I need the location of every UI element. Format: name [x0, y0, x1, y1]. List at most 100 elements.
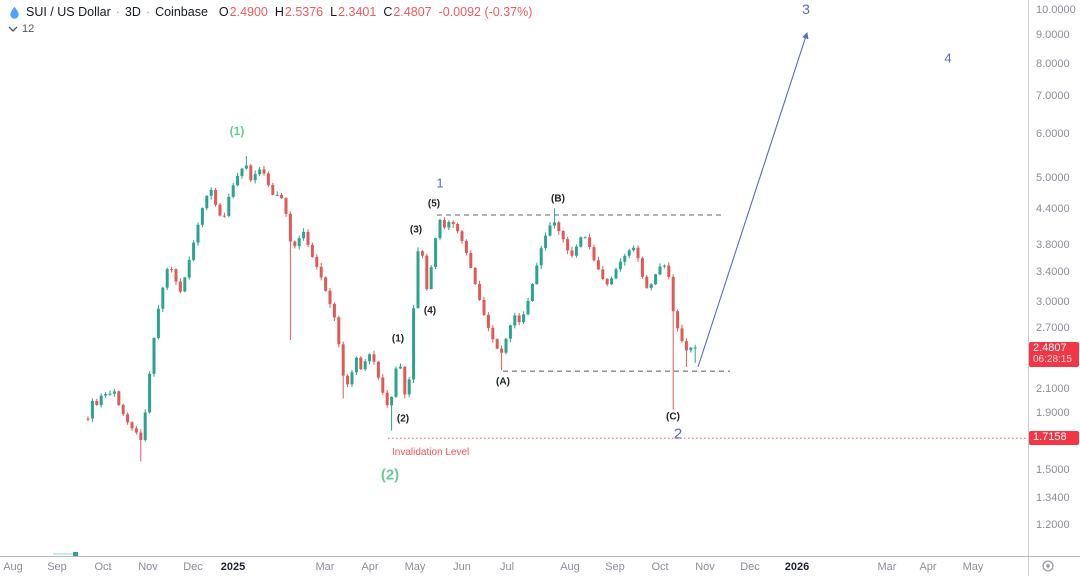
- price-tick: 1.5000: [1036, 464, 1070, 477]
- drawing-anchor-dot[interactable]: [73, 552, 78, 557]
- candle-body: [561, 231, 565, 240]
- wave-label-B-black[interactable]: (B): [551, 193, 565, 205]
- axis-reset-button[interactable]: [1036, 558, 1060, 574]
- candle-body: [231, 185, 235, 197]
- time-axis-border: [0, 556, 1080, 557]
- candle-body: [456, 224, 460, 232]
- candle-body: [574, 246, 578, 256]
- candle-body: [99, 395, 103, 406]
- candle-body: [667, 265, 671, 277]
- ohlc-open-value: 2.4900: [229, 5, 268, 19]
- candle-body: [174, 269, 178, 282]
- candle-body: [684, 341, 688, 351]
- candle-body: [460, 231, 464, 241]
- time-tick: Oct: [651, 561, 669, 573]
- candle-body: [156, 308, 160, 338]
- candle-body: [416, 251, 420, 309]
- wave-label-3-black[interactable]: (3): [409, 224, 423, 236]
- separator: ·: [115, 5, 120, 19]
- candle-body: [222, 215, 226, 217]
- candle-body: [605, 278, 609, 285]
- price-tick: 6.0000: [1036, 127, 1070, 140]
- candle-body: [372, 354, 376, 362]
- candle-body: [214, 190, 218, 205]
- candle-body: [319, 266, 323, 278]
- candle-body: [90, 400, 94, 419]
- price-tick: 10.0000: [1036, 3, 1076, 16]
- candle-body: [645, 276, 649, 288]
- interval-button[interactable]: 3D: [124, 5, 141, 19]
- time-tick: May: [962, 561, 984, 573]
- candle-body: [240, 168, 244, 177]
- candle-body: [491, 327, 495, 340]
- candle-body: [623, 255, 627, 262]
- candle-body: [302, 231, 306, 239]
- exchange-name[interactable]: Coinbase: [155, 5, 208, 19]
- candle-body: [658, 266, 662, 275]
- candle-body: [266, 173, 270, 186]
- candle-body: [161, 287, 165, 309]
- candle-body: [570, 250, 574, 256]
- wave-label-C-black[interactable]: (C): [666, 411, 680, 423]
- candle-body: [86, 418, 90, 420]
- candle-body: [486, 314, 490, 328]
- sui-logo-icon: [10, 6, 19, 19]
- chevron-down-icon: [8, 26, 18, 32]
- wave-label-2-green[interactable]: (2): [380, 466, 400, 484]
- time-tick: Apr: [919, 561, 937, 573]
- wave-label-A-black[interactable]: (A): [496, 376, 510, 388]
- wave-label-4-blue[interactable]: 4: [944, 50, 952, 66]
- time-tick: Nov: [138, 561, 158, 573]
- candle-body: [442, 220, 446, 228]
- candle-body: [121, 405, 125, 415]
- candle-body: [610, 278, 614, 285]
- wave-label-1-blue[interactable]: 1: [436, 175, 444, 191]
- projection-arrow[interactable]: [697, 31, 809, 368]
- time-tick: Sep: [605, 561, 625, 573]
- wave-label-1-green[interactable]: (1): [229, 124, 245, 138]
- candle-body: [196, 224, 200, 243]
- symbol-name[interactable]: SUI / US Dollar: [26, 5, 111, 19]
- wave-label-4-black[interactable]: (4): [423, 305, 437, 317]
- candle-body: [557, 222, 561, 232]
- candle-body: [508, 325, 512, 339]
- time-tick: Oct: [94, 561, 112, 573]
- invalidation-price-badge: 1.7158: [1029, 431, 1079, 446]
- candle-body: [363, 361, 367, 370]
- candle-body: [346, 375, 350, 385]
- wave-label-3-blue[interactable]: 3: [802, 1, 810, 17]
- wave-label-2-blue[interactable]: 2: [673, 425, 683, 443]
- price-tick: 1.9000: [1036, 406, 1070, 419]
- candle-body: [126, 414, 130, 423]
- price-tick: 2.1000: [1036, 382, 1070, 395]
- candle-body: [108, 393, 112, 395]
- wave-label-1-black[interactable]: (1): [391, 333, 405, 345]
- candle-body: [385, 392, 389, 406]
- candle-body: [517, 315, 521, 323]
- wave-label-2-black[interactable]: (2): [396, 413, 410, 425]
- candle-body: [662, 265, 666, 267]
- price-tick: 3.4000: [1036, 265, 1070, 278]
- candle-body: [398, 366, 402, 369]
- candle-body: [284, 198, 288, 214]
- price-tick: 4.4000: [1036, 202, 1070, 215]
- price-tick: 7.0000: [1036, 90, 1070, 103]
- indicator-collapse-row[interactable]: 12: [8, 23, 34, 35]
- wave-label-5-black[interactable]: (5): [427, 198, 441, 210]
- candle-body: [495, 339, 499, 349]
- candle-body: [134, 428, 138, 433]
- candle-body: [275, 194, 279, 196]
- candle-body: [473, 267, 477, 284]
- ohlc-close-value: 2.4807: [393, 5, 432, 19]
- candle-body: [297, 238, 301, 247]
- invalidation-level-label[interactable]: Invalidation Level: [392, 447, 470, 458]
- candle-body: [143, 412, 147, 441]
- target-icon: [1042, 560, 1054, 572]
- time-tick: 2026: [784, 561, 810, 573]
- candle-body: [253, 174, 257, 181]
- candle-body: [548, 225, 552, 236]
- candle-body: [350, 372, 354, 385]
- price-tick: 3.8000: [1036, 238, 1070, 251]
